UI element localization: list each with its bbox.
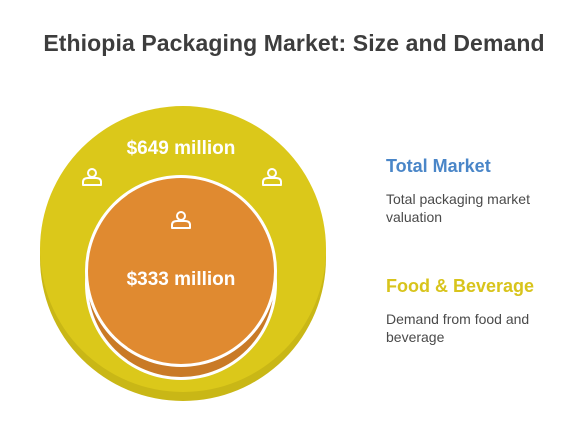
user-icon bbox=[171, 211, 191, 229]
user-icon bbox=[262, 168, 282, 186]
legend-title-food-beverage: Food & Beverage bbox=[386, 276, 535, 296]
legend-desc-food-beverage: Demand from food and beverage bbox=[386, 311, 530, 345]
page-title: Ethiopia Packaging Market: Size and Dema… bbox=[43, 30, 545, 56]
inner-circle-face bbox=[88, 178, 274, 364]
user-icon bbox=[82, 168, 102, 186]
inner-value-label: $333 million bbox=[127, 269, 236, 290]
legend-title-total-market: Total Market bbox=[386, 156, 491, 176]
legend-desc-total-market: Total packaging market valuation bbox=[386, 191, 530, 225]
inner-circle bbox=[85, 175, 277, 380]
outer-value-label: $649 million bbox=[127, 138, 236, 159]
